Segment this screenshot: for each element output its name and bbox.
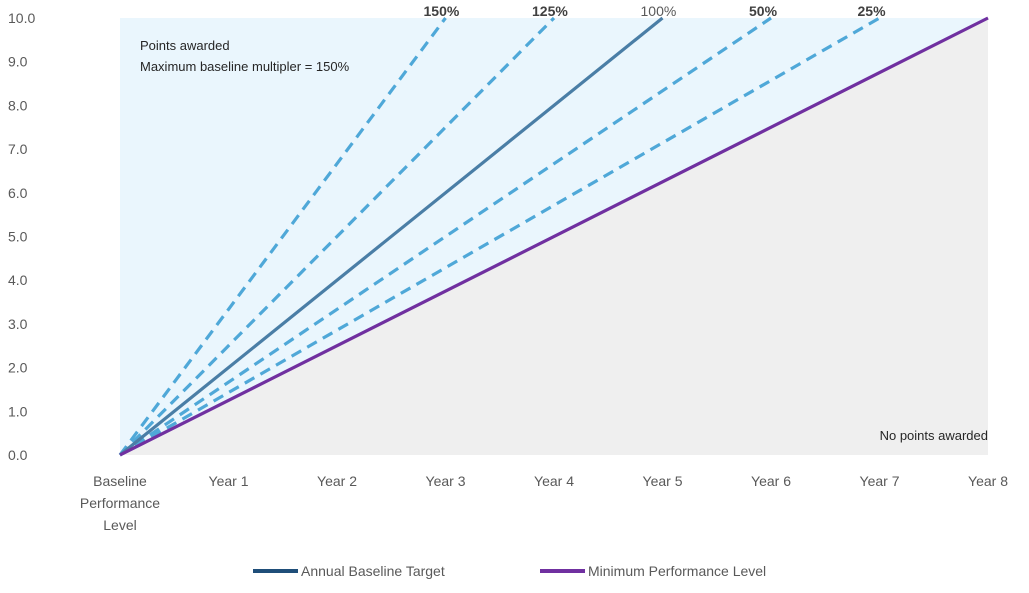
y-tick-label: 8.0 [8,97,28,113]
series-layer [118,16,989,457]
legend: Annual Baseline Target Minimum Performanc… [253,563,766,579]
minimum-performance-level-line [119,16,989,457]
y-tick-label: 7.0 [8,141,28,157]
legend-label: Annual Baseline Target [301,563,445,579]
y-tick-label: 10.0 [8,10,35,26]
x-tick-label: Year 1 [209,473,249,489]
series-label-50pct: 50% [749,3,778,19]
no-points-awarded-label: No points awarded [880,428,988,443]
series-labels-layer: 100% 150% 125% 50% 25% [424,3,887,19]
series-label-25pct: 25% [858,3,887,19]
x-tick-label: Year 6 [751,473,791,489]
x-tick-label: Baseline Performance Level [80,473,160,533]
x-tick-label: Year 7 [860,473,900,489]
multiplier-150-line [118,17,447,456]
y-tick-label: 9.0 [8,54,28,70]
y-tick-label: 1.0 [8,403,28,419]
y-tick-label: 5.0 [8,229,28,245]
annual-baseline-target-line [118,16,664,457]
series-label-100pct: 100% [641,3,677,19]
y-tick-label: 0.0 [8,447,28,463]
annotations-layer: Points awarded Maximum baseline multipler… [140,38,988,443]
y-tick-label: 2.0 [8,360,28,376]
multiplier-25-line [119,16,881,457]
series-label-150pct: 150% [424,3,460,19]
x-tick-label: Year 8 [968,473,1008,489]
y-axis: 0.0 1.0 2.0 3.0 4.0 5.0 6.0 7.0 8.0 9.0 10.0 [8,10,35,463]
x-tick-label: Year 5 [643,473,683,489]
legend-label: Minimum Performance Level [588,563,766,579]
x-tick-label: Year 4 [534,473,574,489]
x-tick-label: Year 2 [317,473,357,489]
multiplier-125-line [118,16,556,457]
y-tick-label: 6.0 [8,185,28,201]
points-awarded-label: Points awarded Maximum baseline multipler… [140,38,350,74]
y-tick-label: 3.0 [8,316,28,332]
multiplier-50-line [119,16,772,457]
x-tick-label: Year 3 [426,473,466,489]
legend-item: Annual Baseline Target [253,563,445,579]
series-label-125pct: 125% [532,3,568,19]
legend-item: Minimum Performance Level [540,563,766,579]
x-axis: Baseline Performance Level Year 1 Year 2 Year… [80,473,1008,533]
y-tick-label: 4.0 [8,272,28,288]
